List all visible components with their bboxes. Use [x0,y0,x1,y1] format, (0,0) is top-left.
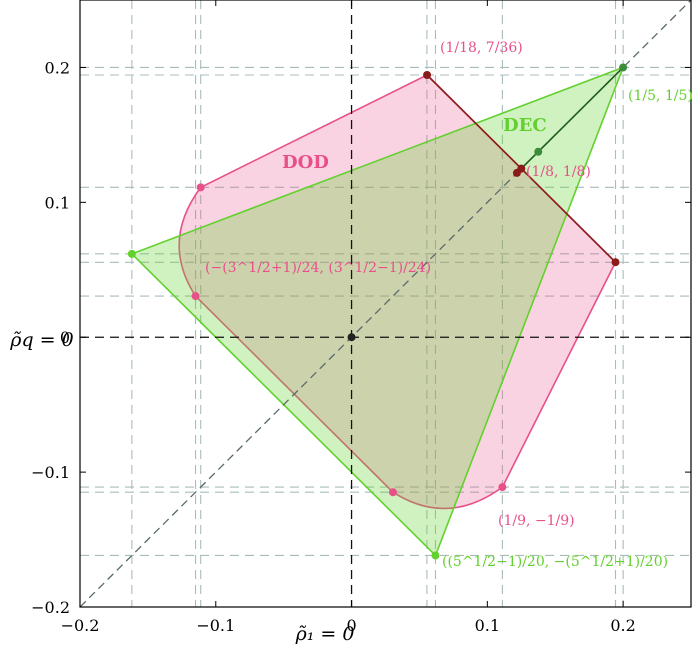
point-label: (−(3^1/2+1)/24, (3^1/2−1)/24) [205,260,431,276]
x-tick-label: 0.1 [475,616,500,635]
data-point [191,292,200,301]
data-point [127,249,136,258]
dec-series-label: DEC [503,115,547,136]
data-point [431,551,440,560]
point-label: (1/18, 7/36) [440,40,523,56]
data-point [534,147,543,156]
point-label: (1/8, 1/8) [526,164,591,180]
data-point [423,70,432,79]
plot-frame [79,0,692,608]
y-tick-label: −0.2 [31,598,70,617]
data-point [619,63,628,72]
dod-series-label: DOD [282,152,329,173]
x-tick-label: −0.1 [196,616,235,635]
grid-lines [80,0,691,607]
data-point [388,488,397,497]
y-tick-label: 0.2 [45,58,70,77]
data-point [611,258,620,267]
axis-ticks [79,0,691,608]
y-tick-label: 0.1 [45,193,70,212]
x-tick-label: −0.2 [61,616,100,635]
point-label: ((5^1/2−1)/20, −(5^1/2+1)/20) [442,554,668,570]
x-axis-title: ρ̃₁ = 0 [295,623,355,645]
data-point [517,164,526,173]
y-tick-label: −0.1 [31,463,70,482]
y-axis-title: ρ̃q = 0 [9,329,73,351]
x-tick-label: 0 [346,616,356,635]
point-label: (1/9, −1/9) [498,513,575,529]
data-point [347,333,356,342]
point-label: (1/5, 1/5) [628,88,692,104]
x-tick-label: 0.2 [610,616,635,635]
y-tick-label: 0 [60,328,70,347]
data-point [196,183,205,192]
data-point [498,483,507,492]
